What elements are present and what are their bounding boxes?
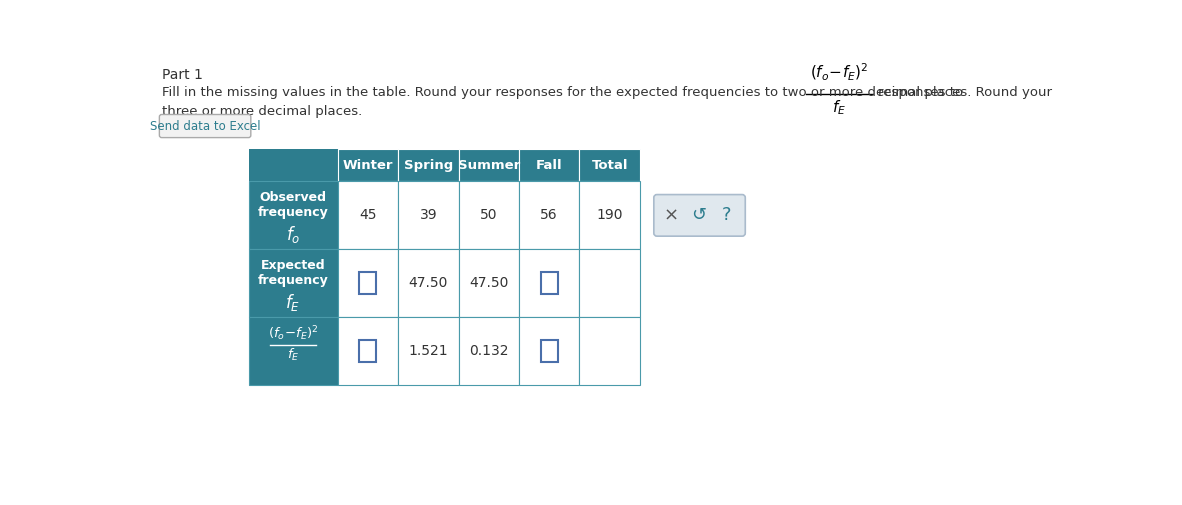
Bar (248, 149, 338, 181)
Bar (459, 181, 519, 249)
Bar (519, 149, 579, 181)
Text: 190: 190 (597, 209, 623, 222)
Text: Spring: Spring (404, 159, 453, 172)
Bar (338, 149, 398, 181)
Bar (398, 317, 459, 385)
Text: Expected
frequency: Expected frequency (258, 259, 329, 287)
Text: $(f_o\!-\!f_E)^2$: $(f_o\!-\!f_E)^2$ (267, 325, 318, 343)
Text: three or more decimal places.: three or more decimal places. (162, 105, 362, 118)
Text: 47.50: 47.50 (469, 276, 508, 290)
Text: ↺: ↺ (691, 207, 707, 224)
Text: 50: 50 (480, 209, 498, 222)
Text: ?: ? (722, 207, 732, 224)
Bar (459, 149, 519, 181)
Text: 45: 45 (359, 209, 377, 222)
Text: $f_E$: $f_E$ (286, 291, 300, 313)
Bar (540, 340, 558, 362)
Bar (579, 149, 639, 181)
Bar (459, 317, 519, 385)
Bar (398, 181, 459, 249)
Text: Total: Total (591, 159, 628, 172)
Bar (398, 149, 459, 181)
Text: Winter: Winter (343, 159, 394, 172)
Bar (248, 317, 338, 385)
Text: 1.521: 1.521 (409, 344, 448, 358)
Bar (398, 249, 459, 317)
Text: Fall: Fall (535, 159, 563, 172)
Text: 47.50: 47.50 (409, 276, 448, 290)
Text: $f_E$: $f_E$ (287, 347, 299, 363)
Bar (540, 272, 558, 294)
Bar (459, 249, 519, 317)
Text: 56: 56 (540, 209, 558, 222)
Bar (359, 272, 376, 294)
Text: 39: 39 (420, 209, 437, 222)
Bar (338, 317, 398, 385)
Text: 0.132: 0.132 (469, 344, 508, 358)
Text: Observed
frequency: Observed frequency (258, 191, 329, 219)
Bar (579, 181, 639, 249)
Bar (519, 181, 579, 249)
Bar (579, 249, 639, 317)
Text: Part 1: Part 1 (162, 68, 202, 82)
Bar (338, 249, 398, 317)
Bar (359, 340, 376, 362)
Text: $f_E$: $f_E$ (832, 98, 846, 117)
Text: ×: × (663, 207, 678, 224)
Text: Fill in the missing values in the table. Round your responses for the expected f: Fill in the missing values in the table.… (162, 86, 1052, 99)
Bar (338, 181, 398, 249)
Text: responses to: responses to (878, 86, 963, 99)
Bar (519, 317, 579, 385)
Bar (248, 181, 338, 249)
Text: Summer: Summer (457, 159, 520, 172)
Text: $(f_o\!-\!f_E)^2$: $(f_o\!-\!f_E)^2$ (810, 62, 869, 83)
Text: Send data to Excel: Send data to Excel (150, 120, 260, 132)
Text: $f_o$: $f_o$ (286, 224, 300, 245)
Bar (248, 249, 338, 317)
Bar (519, 249, 579, 317)
FancyBboxPatch shape (160, 115, 251, 137)
Bar (579, 317, 639, 385)
FancyBboxPatch shape (654, 194, 746, 236)
